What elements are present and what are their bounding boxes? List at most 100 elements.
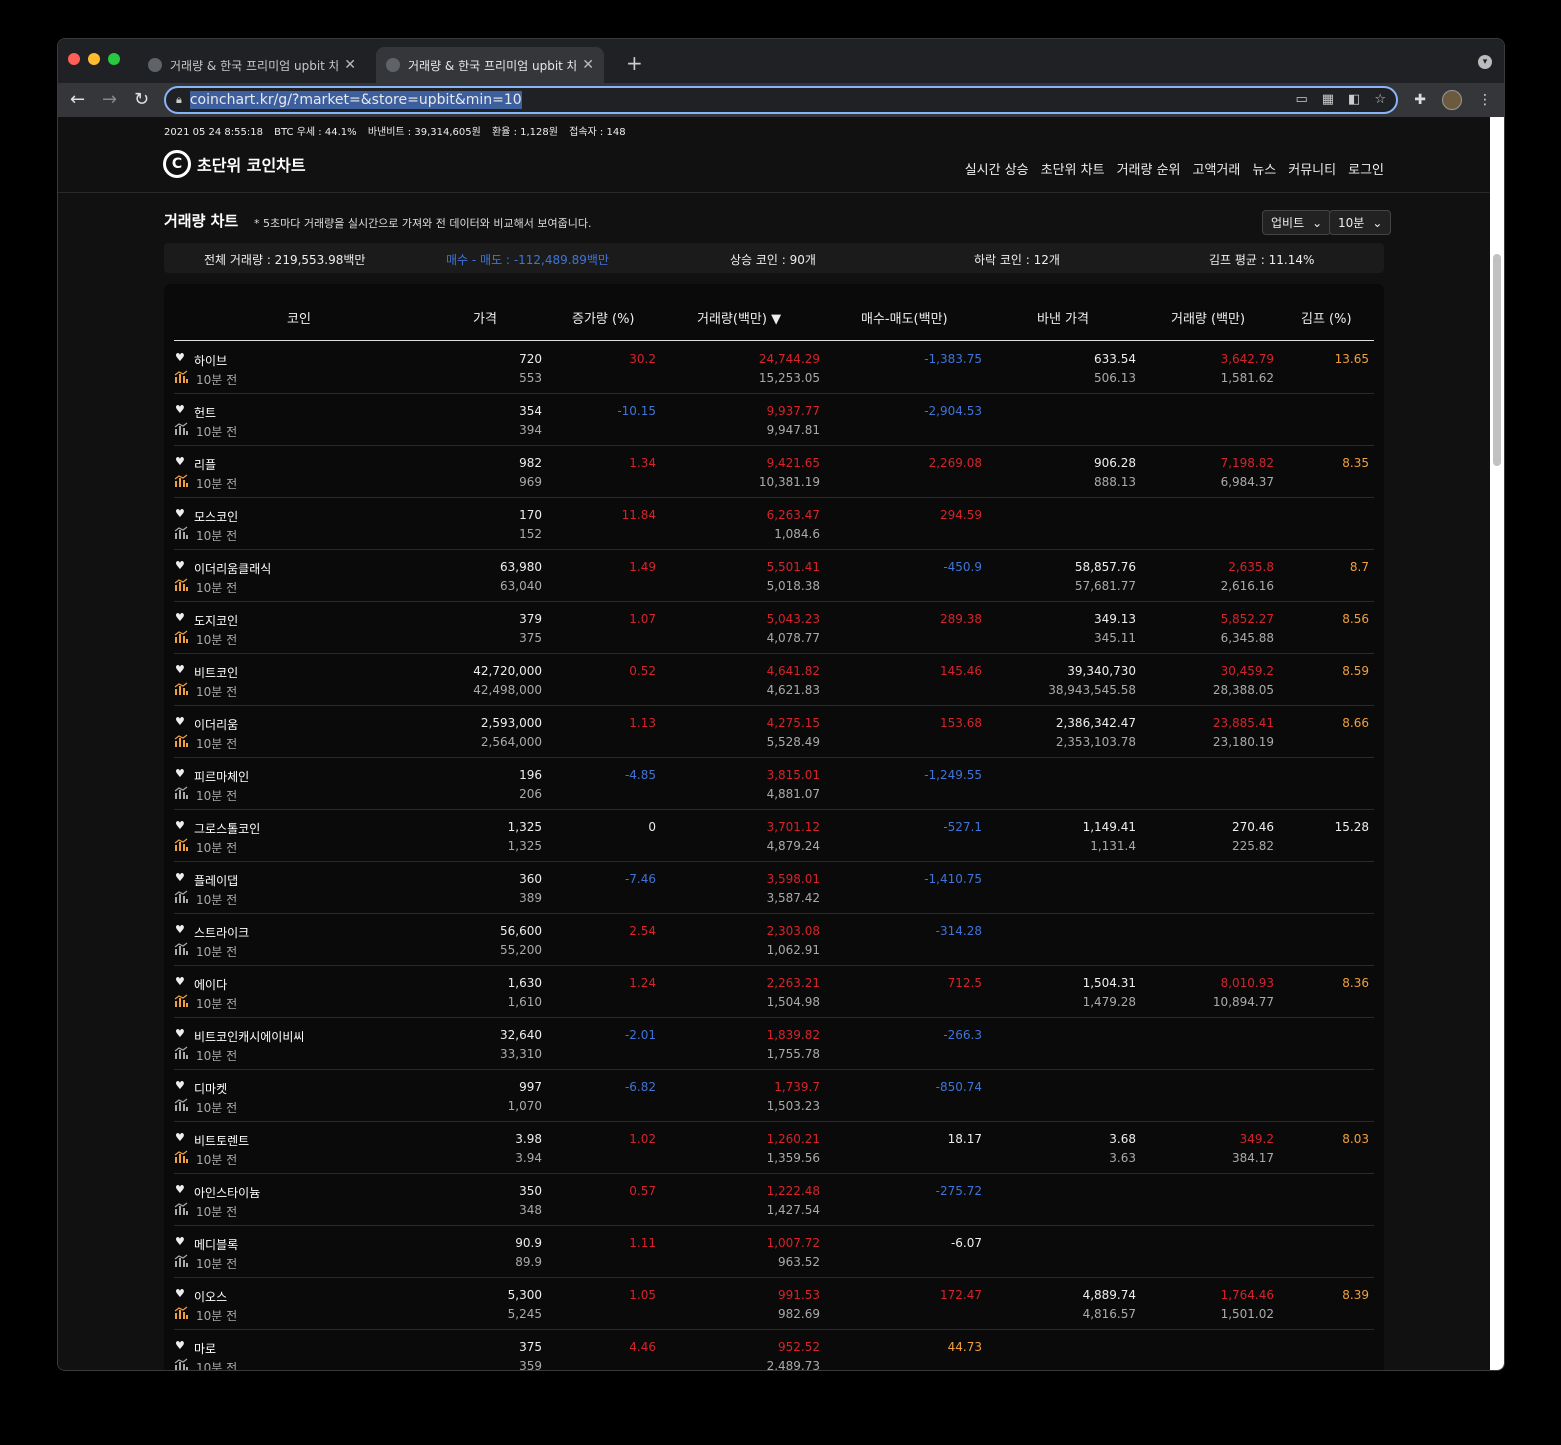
favorite-heart-icon[interactable]: ♥ xyxy=(175,1183,185,1196)
chart-icon[interactable] xyxy=(174,942,188,955)
favorite-heart-icon[interactable]: ♥ xyxy=(175,559,185,572)
coin-name[interactable]: 스트라이크 xyxy=(194,926,250,940)
chart-icon[interactable] xyxy=(174,1358,188,1371)
reload-icon[interactable]: ↻ xyxy=(134,89,150,110)
table-row[interactable]: ♥ 이오스 10분 전 5,300 5,245 1.05 991.53 982.69 172.4… xyxy=(174,1278,1374,1330)
table-row[interactable]: ♥ 비트토렌트 10분 전 3.98 3.94 1.02 1,260.21 1,359.56 1… xyxy=(174,1122,1374,1174)
table-row[interactable]: ♥ 아인스타이늄 10분 전 350 348 0.57 1,222.48 1,427.54 -2… xyxy=(174,1174,1374,1226)
chart-icon[interactable] xyxy=(174,578,188,591)
close-tab-icon[interactable]: ✕ xyxy=(344,57,356,73)
table-row[interactable]: ♥ 모스코인 10분 전 170 152 11.84 6,263.47 1,084.6 294.… xyxy=(174,498,1374,550)
favorite-heart-icon[interactable]: ♥ xyxy=(175,923,185,936)
col-increase[interactable]: 증가량 (%) xyxy=(572,312,635,327)
table-row[interactable]: ♥ 메디블록 10분 전 90.9 89.9 1.11 1,007.72 963.52 -6.0… xyxy=(174,1226,1374,1278)
chart-icon[interactable] xyxy=(174,786,188,799)
table-row[interactable]: ♥ 피르마체인 10분 전 196 206 -4.85 3,815.01 4,881.07 -1… xyxy=(174,758,1374,810)
coin-name[interactable]: 이오스 xyxy=(194,1290,228,1304)
nav-large-trades[interactable]: 고액거래 xyxy=(1192,163,1241,178)
chart-icon[interactable] xyxy=(174,1306,188,1319)
scrollbar-thumb[interactable] xyxy=(1493,254,1501,466)
nav-volume-rank[interactable]: 거래량 순위 xyxy=(1116,163,1181,178)
new-tab-button[interactable]: + xyxy=(626,51,643,75)
table-row[interactable]: ♥ 스트라이크 10분 전 56,600 55,200 2.54 2,303.08 1,062… xyxy=(174,914,1374,966)
table-row[interactable]: ♥ 이더리움클래식 10분 전 63,980 63,040 1.49 5,501.41 5,0… xyxy=(174,550,1374,602)
coin-name[interactable]: 리플 xyxy=(194,458,217,472)
favorite-heart-icon[interactable]: ♥ xyxy=(175,767,185,780)
coin-name[interactable]: 비트코인캐시에이비씨 xyxy=(194,1030,305,1044)
table-row[interactable]: ♥ 에이다 10분 전 1,630 1,610 1.24 2,263.21 1,504.98 7… xyxy=(174,966,1374,1018)
favorite-heart-icon[interactable]: ♥ xyxy=(175,1287,185,1300)
coin-name[interactable]: 비트코인 xyxy=(194,666,239,680)
table-row[interactable]: ♥ 마로 10분 전 375 359 4.46 952.52 2,489.73 44.73 xyxy=(174,1330,1374,1371)
table-row[interactable]: ♥ 리플 10분 전 982 969 1.34 9,421.65 10,381.19 2,269… xyxy=(174,446,1374,498)
table-row[interactable]: ♥ 그로스톨코인 10분 전 1,325 1,325 0 3,701.12 4,879.24 -… xyxy=(174,810,1374,862)
exchange-select[interactable]: 업비트 ⌄ xyxy=(1262,210,1332,235)
favorite-heart-icon[interactable]: ♥ xyxy=(175,403,185,416)
interval-select[interactable]: 10분 ⌄ xyxy=(1329,210,1392,235)
chart-icon[interactable] xyxy=(174,630,188,643)
close-window-button[interactable] xyxy=(68,53,80,65)
favorite-heart-icon[interactable]: ♥ xyxy=(175,1235,185,1248)
coin-name[interactable]: 마로 xyxy=(194,1342,217,1356)
profile-avatar[interactable] xyxy=(1442,90,1462,110)
coin-name[interactable]: 비트토렌트 xyxy=(194,1134,250,1148)
chart-icon[interactable] xyxy=(174,682,188,695)
nav-second-chart[interactable]: 초단위 차트 xyxy=(1040,163,1105,178)
browser-tab-2[interactable]: 거래량 & 한국 프리미엄 upbit 차트 | ✕ xyxy=(376,47,604,83)
lock-icon[interactable]: 🔒︎ xyxy=(176,93,182,106)
coin-name[interactable]: 모스코인 xyxy=(194,510,239,524)
col-kimp[interactable]: 김프 (%) xyxy=(1301,312,1352,327)
coin-name[interactable]: 피르마체인 xyxy=(194,770,250,784)
close-tab-icon[interactable]: ✕ xyxy=(582,57,594,73)
col-binance-volume[interactable]: 거래량 (백만) xyxy=(1171,312,1246,327)
coin-name[interactable]: 도지코인 xyxy=(194,614,239,628)
col-buy-sell[interactable]: 매수-매도(백만) xyxy=(861,312,948,327)
coin-name[interactable]: 플레이댑 xyxy=(194,874,239,888)
table-row[interactable]: ♥ 하이브 10분 전 720 553 30.2 24,744.29 15,253.05 -1,… xyxy=(174,342,1374,394)
favorite-heart-icon[interactable]: ♥ xyxy=(175,715,185,728)
back-arrow-icon[interactable]: ← xyxy=(70,89,86,110)
browser-tab-1[interactable]: 거래량 & 한국 프리미엄 upbit 차트 | ✕ xyxy=(138,47,366,83)
coin-name[interactable]: 하이브 xyxy=(194,354,228,368)
col-coin[interactable]: 코인 xyxy=(287,312,311,327)
maximize-window-button[interactable] xyxy=(108,53,120,65)
bookmark-star-icon[interactable]: ☆ xyxy=(1374,92,1386,107)
table-row[interactable]: ♥ 비트코인 10분 전 42,720,000 42,498,000 0.52 4,641.… xyxy=(174,654,1374,706)
favorite-heart-icon[interactable]: ♥ xyxy=(175,663,185,676)
nav-news[interactable]: 뉴스 xyxy=(1252,163,1277,178)
favorite-heart-icon[interactable]: ♥ xyxy=(175,871,185,884)
coin-name[interactable]: 아인스타이늄 xyxy=(194,1186,261,1200)
chart-icon[interactable] xyxy=(174,474,188,487)
coin-name[interactable]: 그로스톨코인 xyxy=(194,822,261,836)
col-price[interactable]: 가격 xyxy=(473,312,497,327)
coin-name[interactable]: 디마켓 xyxy=(194,1082,228,1096)
qr-code-icon[interactable]: ▦ xyxy=(1321,92,1335,107)
favorite-heart-icon[interactable]: ♥ xyxy=(175,455,185,468)
table-row[interactable]: ♥ 플레이댑 10분 전 360 389 -7.46 3,598.01 3,587.42 -1,… xyxy=(174,862,1374,914)
url-text[interactable]: coinchart.kr/g/?market=&store=upbit&min=… xyxy=(189,91,522,109)
table-row[interactable]: ♥ 비트코인캐시에이비씨 10분 전 32,640 33,310 -2.01 1,839.8… xyxy=(174,1018,1374,1070)
chart-icon[interactable] xyxy=(174,526,188,539)
chart-icon[interactable] xyxy=(174,994,188,1007)
more-menu-icon[interactable]: ⋮ xyxy=(1478,92,1492,108)
favorite-heart-icon[interactable]: ♥ xyxy=(175,1131,185,1144)
coin-name[interactable]: 메디블록 xyxy=(194,1238,239,1252)
nav-login[interactable]: 로그인 xyxy=(1348,163,1384,178)
tab-search-icon[interactable]: ▾ xyxy=(1478,55,1492,69)
site-logo[interactable]: C 초단위 코인차트 xyxy=(163,150,306,178)
page-scrollbar[interactable] xyxy=(1490,117,1504,1370)
chart-icon[interactable] xyxy=(174,838,188,851)
coin-name[interactable]: 헌트 xyxy=(194,406,217,420)
favorite-heart-icon[interactable]: ♥ xyxy=(175,611,185,624)
favorite-heart-icon[interactable]: ♥ xyxy=(175,1079,185,1092)
chart-icon[interactable] xyxy=(174,422,188,435)
minimize-window-button[interactable] xyxy=(88,53,100,65)
table-row[interactable]: ♥ 도지코인 10분 전 379 375 1.07 5,043.23 4,078.77 289.… xyxy=(174,602,1374,654)
cast-icon[interactable]: ▭ xyxy=(1295,92,1308,107)
favorite-heart-icon[interactable]: ♥ xyxy=(175,1027,185,1040)
chart-icon[interactable] xyxy=(174,1046,188,1059)
table-row[interactable]: ♥ 이더리움 10분 전 2,593,000 2,564,000 1.13 4,275.15… xyxy=(174,706,1374,758)
forward-arrow-icon[interactable]: → xyxy=(102,89,118,110)
chart-icon[interactable] xyxy=(174,890,188,903)
coin-name[interactable]: 에이다 xyxy=(194,978,228,992)
